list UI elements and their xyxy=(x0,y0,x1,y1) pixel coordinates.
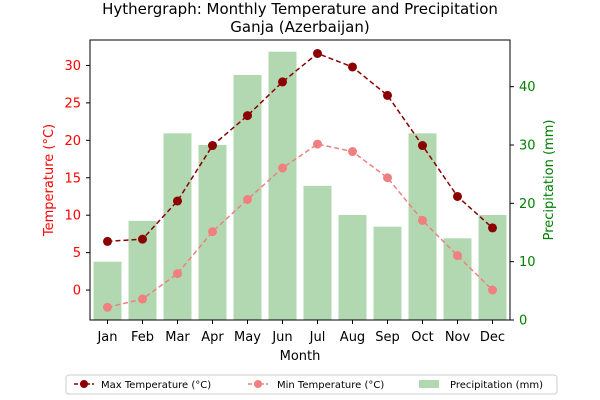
x-tick-label-sep: Sep xyxy=(375,330,400,345)
legend-precip-label: Precipitation (mm) xyxy=(450,380,543,391)
precip-bar-jun xyxy=(268,51,297,321)
min-temp-point-feb xyxy=(138,294,147,304)
precipitation-bars xyxy=(93,51,507,321)
x-tick-label-dec: Dec xyxy=(480,330,505,345)
x-tick-label-jul: Jul xyxy=(309,330,326,345)
min-temp-point-sep xyxy=(383,173,392,183)
precip-bar-jul xyxy=(303,185,332,320)
x-tick-label-may: May xyxy=(234,330,261,345)
temperature-lines xyxy=(103,48,497,312)
legend-min-marker xyxy=(254,380,262,388)
max-temp-point-dec xyxy=(488,223,497,233)
min-temp-point-mar xyxy=(173,269,182,279)
legend-precip-swatch xyxy=(419,380,439,388)
max-temp-point-jun xyxy=(278,77,287,87)
y-axis-left: 0 5 10 15 20 25 30 xyxy=(64,59,90,299)
min-temp-point-dec xyxy=(488,285,497,295)
y-axis-right: 0 10 20 30 40 xyxy=(510,80,536,329)
max-temp-point-oct xyxy=(418,141,427,151)
precip-bar-aug xyxy=(338,215,367,320)
y-left-tick-label: 30 xyxy=(64,59,81,74)
y-axis-left-label: Temperature (°C) xyxy=(42,124,57,237)
x-tick-label-nov: Nov xyxy=(445,330,471,345)
min-temp-point-nov xyxy=(453,251,462,261)
legend-max-marker xyxy=(80,380,88,388)
x-tick-label-oct: Oct xyxy=(411,330,433,345)
min-temp-line xyxy=(107,143,494,309)
max-temp-point-aug xyxy=(348,62,357,72)
y-left-tick-label: 15 xyxy=(64,171,81,186)
y-left-tick-label: 0 xyxy=(73,284,81,299)
min-temp-point-oct xyxy=(418,215,427,225)
min-temp-point-may xyxy=(243,194,252,204)
x-tick-label-jan: Jan xyxy=(96,330,117,345)
x-tick-label-mar: Mar xyxy=(165,330,190,345)
max-temp-point-apr xyxy=(208,141,217,151)
precip-bar-dec xyxy=(478,215,507,320)
y-right-tick-label: 30 xyxy=(519,139,536,154)
legend-max-label: Max Temperature (°C) xyxy=(101,380,211,391)
y-left-tick-label: 20 xyxy=(64,134,81,149)
min-temp-point-jan xyxy=(103,302,112,312)
max-temp-point-nov xyxy=(453,191,462,201)
y-left-tick-label: 5 xyxy=(73,246,81,261)
chart-subtitle: Ganja (Azerbaijan) xyxy=(230,18,369,36)
precip-bar-mar xyxy=(163,133,192,320)
max-temp-point-mar xyxy=(173,196,182,206)
max-temp-point-jul xyxy=(313,48,322,58)
x-tick-label-feb: Feb xyxy=(131,330,154,345)
legend-min-label: Min Temperature (°C) xyxy=(277,380,384,391)
plot-frame xyxy=(89,39,511,321)
y-left-tick-label: 10 xyxy=(64,209,81,224)
precip-bar-oct xyxy=(408,133,437,320)
chart-title: Hythergraph: Monthly Temperature and Pre… xyxy=(102,0,498,18)
legend: Max Temperature (°C) Min Temperature (°C… xyxy=(65,374,558,395)
y-left-tick-label: 25 xyxy=(64,96,81,111)
precip-bar-nov xyxy=(443,238,472,320)
max-temp-point-jan xyxy=(103,236,112,246)
max-temp-point-feb xyxy=(138,234,147,244)
legend-frame xyxy=(65,374,558,395)
x-tick-label-jun: Jun xyxy=(271,330,292,345)
precip-bar-sep xyxy=(373,226,402,320)
min-temp-point-jul xyxy=(313,139,322,149)
y-right-tick-label: 20 xyxy=(519,197,536,212)
x-tick-label-apr: Apr xyxy=(201,330,224,345)
y-right-tick-label: 40 xyxy=(519,80,536,95)
min-temp-point-apr xyxy=(208,227,217,237)
x-tick-label-aug: Aug xyxy=(340,330,365,345)
max-temp-point-sep xyxy=(383,90,392,100)
x-axis: Jan Feb Mar Apr May Jun Jul Aug Sep Oct Nov Dec xyxy=(96,320,505,345)
max-temp-point-may xyxy=(243,111,252,121)
y-right-tick-label: 0 xyxy=(519,314,527,329)
x-axis-label: Month xyxy=(280,349,321,364)
y-axis-right-label: Precipitation (mm) xyxy=(542,120,557,241)
min-temp-point-jun xyxy=(278,163,287,173)
y-right-tick-label: 10 xyxy=(519,255,536,270)
min-temp-point-aug xyxy=(348,147,357,157)
